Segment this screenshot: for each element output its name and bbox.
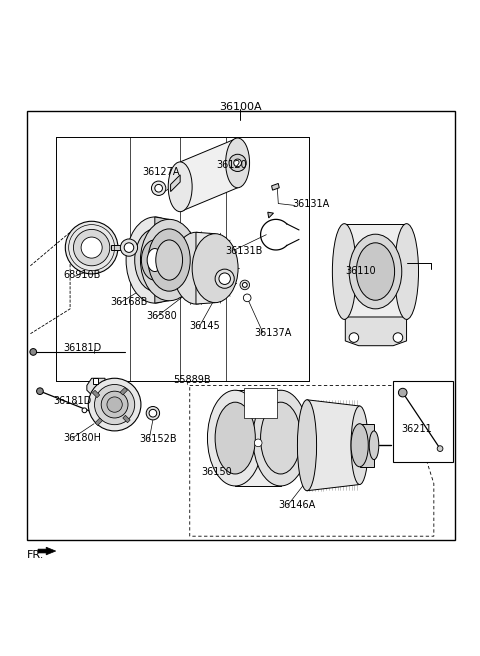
Ellipse shape	[147, 249, 162, 272]
Text: 36137A: 36137A	[254, 328, 292, 338]
Ellipse shape	[349, 234, 402, 309]
Ellipse shape	[351, 424, 368, 467]
Text: 55889B: 55889B	[173, 375, 211, 384]
Circle shape	[393, 333, 403, 342]
Ellipse shape	[332, 224, 356, 319]
Ellipse shape	[168, 162, 192, 212]
Bar	[360, 424, 374, 467]
Circle shape	[155, 184, 162, 192]
Polygon shape	[180, 138, 238, 212]
Polygon shape	[345, 317, 407, 346]
Bar	[95, 418, 102, 426]
Text: 36181D: 36181D	[53, 396, 92, 406]
Text: 36145: 36145	[190, 321, 220, 331]
Ellipse shape	[156, 240, 182, 280]
Bar	[27, 111, 456, 539]
Ellipse shape	[135, 229, 175, 291]
Text: 36131A: 36131A	[293, 199, 330, 209]
Bar	[56, 136, 310, 380]
Circle shape	[349, 333, 359, 342]
Text: 36180H: 36180H	[63, 433, 101, 443]
Polygon shape	[87, 379, 116, 395]
Circle shape	[120, 239, 138, 256]
Circle shape	[95, 384, 135, 424]
Ellipse shape	[126, 217, 183, 303]
Circle shape	[30, 348, 36, 356]
Circle shape	[73, 230, 110, 266]
Circle shape	[437, 445, 443, 451]
Circle shape	[152, 181, 166, 195]
Circle shape	[88, 379, 141, 431]
Ellipse shape	[395, 224, 419, 319]
Bar	[123, 415, 130, 422]
Text: 36120: 36120	[216, 160, 247, 171]
Ellipse shape	[298, 400, 317, 491]
Circle shape	[215, 269, 234, 288]
Ellipse shape	[215, 402, 255, 474]
Circle shape	[81, 237, 102, 258]
Circle shape	[36, 388, 43, 394]
Polygon shape	[38, 547, 56, 555]
Circle shape	[124, 243, 134, 253]
Text: 36131B: 36131B	[226, 247, 263, 256]
Circle shape	[107, 397, 122, 412]
Text: FR.: FR.	[27, 550, 44, 560]
Ellipse shape	[192, 234, 238, 302]
Circle shape	[240, 280, 250, 290]
Text: 36150: 36150	[202, 466, 232, 476]
Polygon shape	[344, 224, 407, 319]
Text: 36127A: 36127A	[142, 167, 180, 178]
Bar	[92, 390, 100, 398]
Circle shape	[398, 388, 407, 397]
Ellipse shape	[253, 390, 309, 486]
Ellipse shape	[141, 219, 198, 300]
Ellipse shape	[207, 390, 263, 486]
Circle shape	[242, 283, 247, 287]
Ellipse shape	[142, 240, 168, 280]
Bar	[93, 379, 98, 384]
Polygon shape	[170, 175, 180, 192]
Circle shape	[254, 439, 262, 447]
Circle shape	[229, 154, 246, 171]
Text: 68910B: 68910B	[63, 270, 100, 280]
Ellipse shape	[173, 232, 219, 304]
Bar	[111, 245, 158, 251]
Circle shape	[149, 409, 157, 417]
Circle shape	[82, 408, 87, 413]
Ellipse shape	[148, 229, 190, 291]
Text: 36146A: 36146A	[278, 500, 315, 510]
Text: 36168B: 36168B	[111, 297, 148, 306]
Ellipse shape	[356, 243, 395, 300]
Circle shape	[101, 391, 128, 418]
Text: 36211: 36211	[402, 424, 432, 434]
Polygon shape	[307, 400, 360, 491]
Ellipse shape	[351, 406, 368, 485]
Polygon shape	[155, 217, 169, 303]
Text: 36152B: 36152B	[140, 434, 177, 444]
Circle shape	[234, 159, 241, 167]
Polygon shape	[272, 184, 279, 190]
Text: 36580: 36580	[147, 311, 178, 321]
Ellipse shape	[226, 138, 250, 188]
Polygon shape	[268, 212, 274, 218]
Text: 36110: 36110	[345, 266, 376, 276]
Bar	[120, 388, 128, 395]
Ellipse shape	[261, 402, 301, 474]
Ellipse shape	[369, 431, 379, 460]
Circle shape	[219, 273, 230, 285]
Circle shape	[146, 407, 159, 420]
Polygon shape	[196, 232, 215, 304]
Text: 36181D: 36181D	[63, 343, 101, 353]
Circle shape	[243, 294, 251, 302]
Bar	[244, 388, 277, 418]
Polygon shape	[235, 390, 281, 486]
Bar	[393, 380, 453, 462]
Text: 36100A: 36100A	[219, 102, 261, 112]
Circle shape	[65, 221, 118, 274]
